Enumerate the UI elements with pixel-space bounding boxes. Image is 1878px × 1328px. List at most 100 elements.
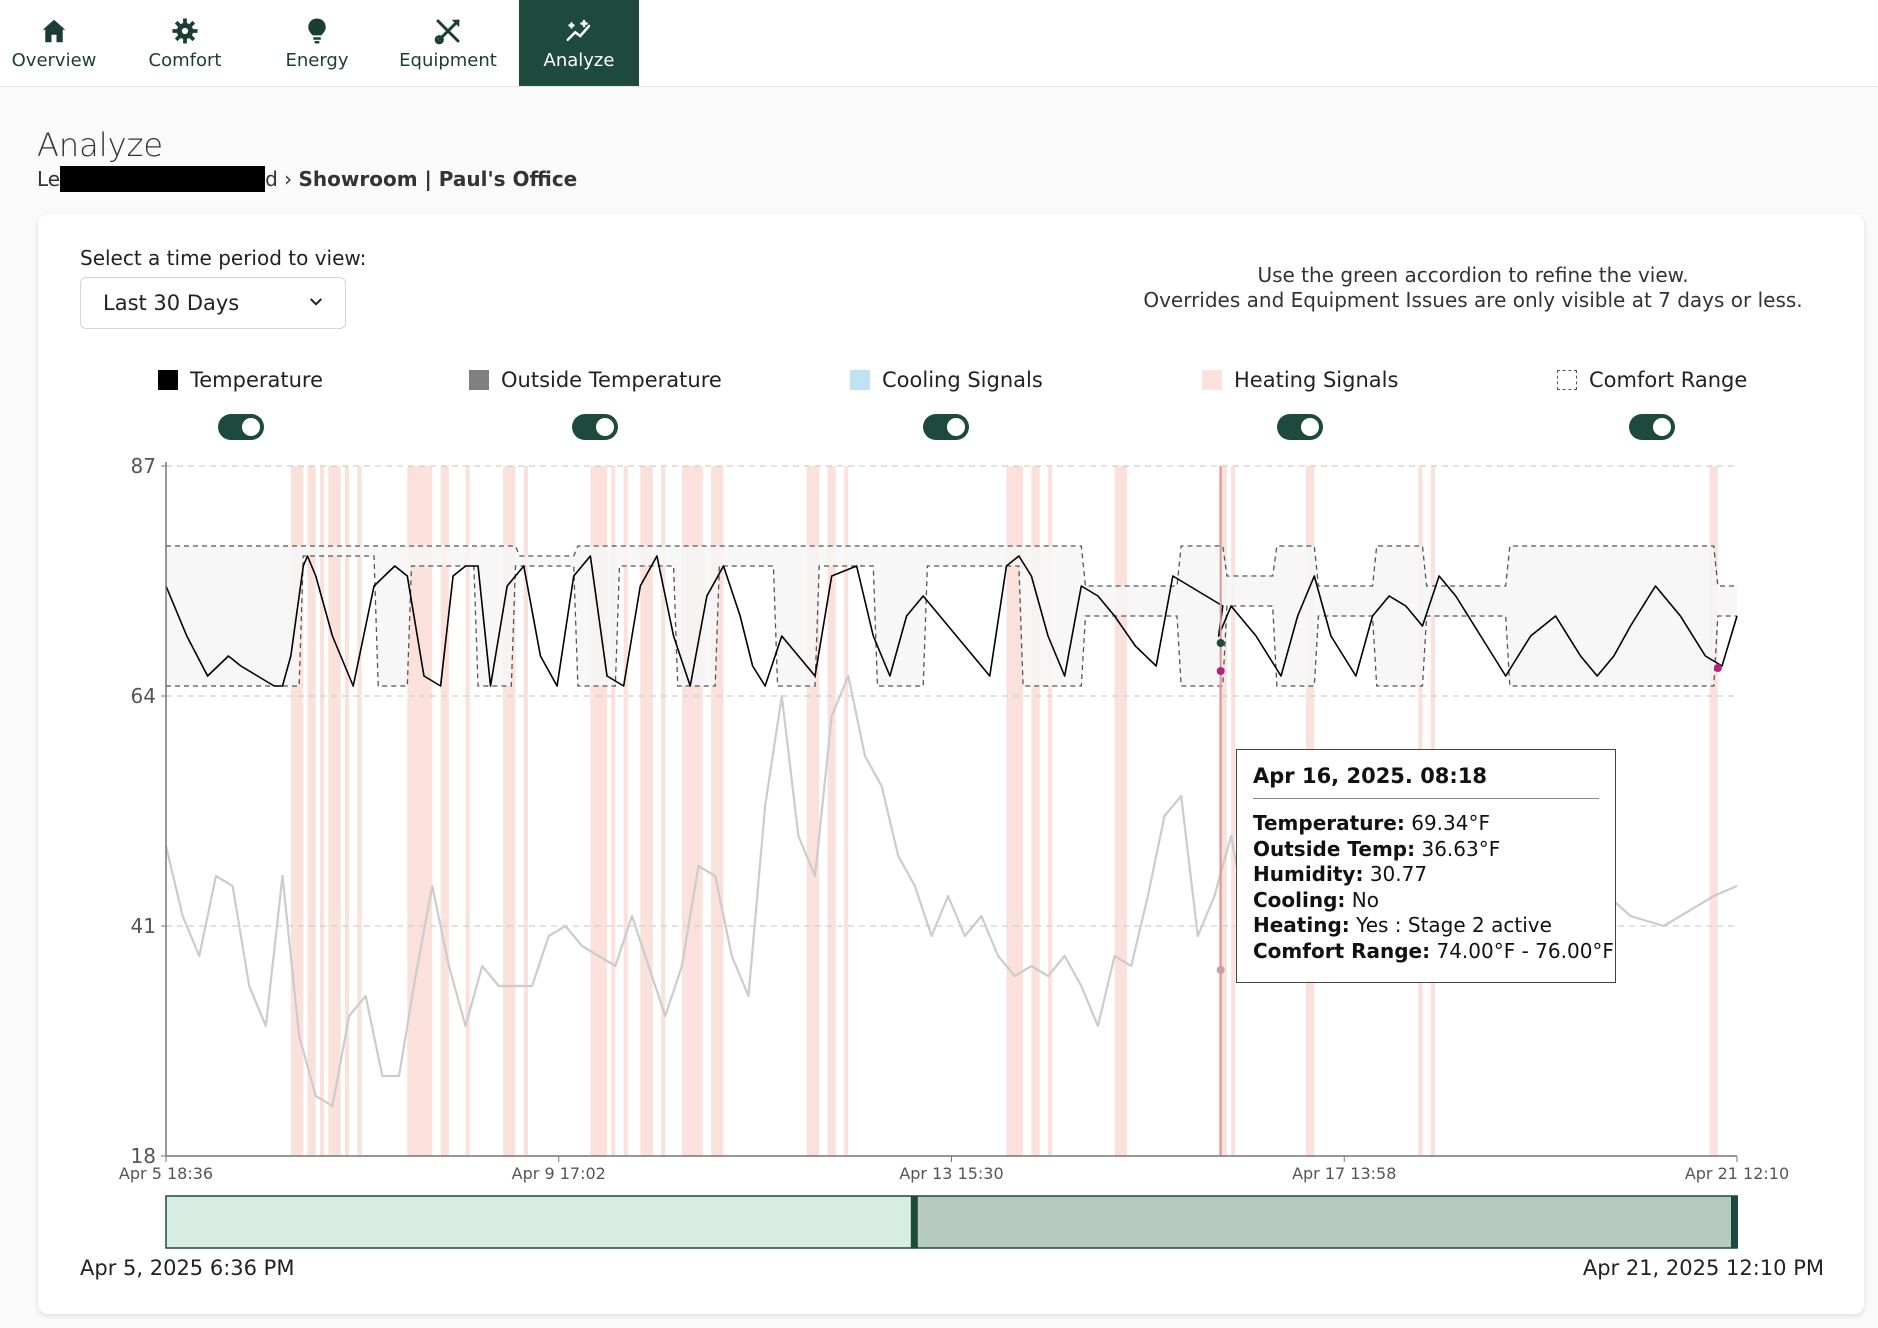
hover-point — [1216, 966, 1225, 974]
toggle-comfort-range[interactable] — [1629, 414, 1676, 440]
lightbulb-icon — [308, 18, 326, 43]
period-select[interactable]: Last 30 Days — [80, 277, 346, 329]
tooltip-title: Apr 16, 2025. 08:18 — [1253, 764, 1599, 799]
tooltip-row: Cooling: No — [1253, 888, 1599, 914]
heating-signal-band — [1006, 466, 1024, 1156]
tooltip-label: Cooling: — [1253, 887, 1346, 912]
x-tick-label: Apr 9 17:02 — [512, 1164, 606, 1183]
y-tick-label: 41 — [131, 914, 156, 938]
nav-tab-label: Comfort — [148, 49, 222, 71]
heating-signal-band — [1048, 466, 1053, 1156]
tooltip-row: Heating: Yes : Stage 2 active — [1253, 913, 1599, 939]
tooltip-row: Comfort Range: 74.00°F - 76.00°F — [1253, 938, 1614, 965]
tooltip-row: Humidity: 30.77 — [1253, 862, 1599, 888]
heating-signal-band — [1231, 466, 1236, 1156]
nav-tab-energy[interactable]: Energy — [252, 0, 382, 86]
heating-signal-band — [344, 466, 350, 1156]
nav-tab-label: Equipment — [399, 49, 497, 71]
legend-label: Outside Temperature — [501, 368, 722, 392]
range-handle-end[interactable] — [1731, 1196, 1738, 1248]
tooltip-value: Yes : Stage 2 active — [1356, 913, 1552, 937]
y-tick-label: 18 — [131, 1144, 156, 1168]
period-select-value: Last 30 Days — [103, 291, 240, 315]
tooltip-row: Outside Temp: 36.63°F — [1253, 837, 1599, 863]
top-navigation: Overview Comfort Energy Equipment Analyz… — [0, 0, 1878, 87]
heating-signal-band — [307, 466, 316, 1156]
heating-signal-band — [827, 466, 836, 1156]
range-end-label: Apr 21, 2025 12:10 PM — [1582, 1256, 1824, 1280]
heating-signal-band — [640, 466, 653, 1156]
nav-tab-analyze[interactable]: Analyze — [519, 0, 639, 86]
x-tick-label: Apr 21 12:10 — [1685, 1164, 1789, 1183]
legend-heating-signals: Heating Signals — [1202, 368, 1398, 440]
x-tick-label: Apr 5 18:36 — [119, 1164, 213, 1183]
breadcrumb: Le d › Showroom | Paul's Office — [37, 166, 577, 192]
heating-signal-band — [623, 466, 628, 1156]
toggle-cooling-signals[interactable] — [923, 414, 970, 440]
breadcrumb-suffix[interactable]: d — [265, 167, 278, 191]
breadcrumb-prefix[interactable]: Le — [37, 167, 61, 191]
heating-signal-band — [661, 466, 666, 1156]
comfort-range-upper — [166, 545, 1737, 587]
tooltip-label: Comfort Range: — [1253, 938, 1431, 963]
nav-tab-label: Overview — [11, 49, 97, 71]
x-tick-label: Apr 13 15:30 — [899, 1164, 1003, 1183]
swatch-outside-temperature — [469, 370, 489, 390]
heating-signal-band — [440, 466, 449, 1156]
toggle-temperature[interactable] — [217, 414, 264, 440]
heating-signal-band — [611, 466, 616, 1156]
toggle-heating-signals[interactable] — [1277, 414, 1324, 440]
legend-temperature: Temperature — [158, 368, 323, 440]
tooltip-value: No — [1351, 887, 1379, 912]
tooltip-value: 36.63°F — [1421, 836, 1501, 861]
swatch-comfort-range — [1557, 370, 1577, 390]
legend-cooling-signals: Cooling Signals — [850, 368, 1043, 440]
x-tick-label: Apr 17 13:58 — [1292, 1164, 1396, 1183]
heating-signal-band — [328, 466, 341, 1156]
hover-point — [1216, 639, 1225, 647]
comfort-range-lower — [166, 555, 1737, 687]
tools-icon — [434, 19, 460, 44]
breadcrumb-current: Showroom | Paul's Office — [298, 167, 578, 191]
tooltip-row: Temperature: 69.34°F — [1253, 811, 1599, 837]
heating-signal-band — [319, 466, 325, 1156]
heating-signal-band — [357, 466, 362, 1156]
tooltip-label: Outside Temp: — [1253, 836, 1416, 861]
tooltip-value: 30.77 — [1369, 862, 1428, 886]
nav-tab-comfort[interactable]: Comfort — [120, 0, 250, 86]
range-handle-start[interactable] — [910, 1196, 918, 1248]
tooltip-value: 69.34°F — [1411, 811, 1490, 835]
toggle-outside-temperature[interactable] — [572, 414, 619, 440]
swatch-temperature — [158, 370, 178, 390]
nav-tab-equipment[interactable]: Equipment — [383, 0, 513, 86]
breadcrumb-separator: › — [284, 167, 293, 191]
y-tick-label: 87 — [131, 454, 156, 478]
toggle-knob — [241, 418, 260, 436]
legend-label: Heating Signals — [1234, 368, 1399, 392]
toggle-knob — [947, 418, 966, 436]
hint-line-1: Use the green accordion to refine the vi… — [1257, 263, 1689, 287]
hover-point — [1713, 664, 1722, 672]
sparkle-chart-icon — [566, 19, 591, 41]
nav-tab-overview[interactable]: Overview — [0, 0, 108, 86]
tooltip-value: 74.00°F - 76.00°F — [1436, 938, 1614, 963]
comfort-range-fill — [166, 546, 1737, 686]
range-selected-area[interactable] — [913, 1195, 1738, 1249]
temperature-line — [165, 555, 1738, 687]
hint-text: Use the green accordion to refine the vi… — [1123, 263, 1823, 313]
heating-signal-band — [1709, 466, 1718, 1156]
tooltip-label: Heating: — [1253, 913, 1350, 937]
legend-comfort-range: Comfort Range — [1557, 368, 1747, 440]
swatch-heating-signals — [1202, 370, 1222, 390]
tooltip-label: Humidity: — [1253, 862, 1364, 886]
heating-signal-band — [1031, 466, 1040, 1156]
legend-label: Temperature — [190, 368, 324, 392]
range-start-label: Apr 5, 2025 6:36 PM — [80, 1256, 295, 1280]
redacted-block — [60, 166, 266, 192]
chevron-down-icon — [310, 298, 322, 306]
heating-signal-band — [523, 466, 528, 1156]
hover-point — [1216, 667, 1225, 675]
toggle-knob — [1653, 418, 1672, 436]
chart-tooltip: Apr 16, 2025. 08:18 Temperature: 69.34°F… — [1236, 749, 1616, 983]
